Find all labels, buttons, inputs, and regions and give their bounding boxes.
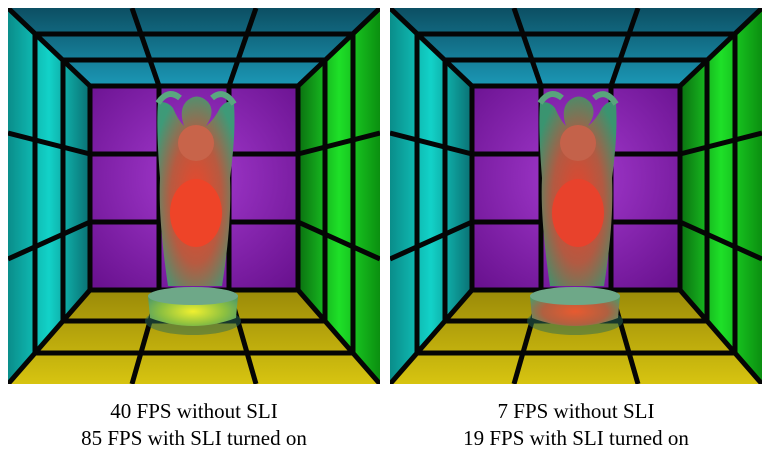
ceiling bbox=[390, 8, 762, 86]
floor bbox=[8, 290, 380, 384]
right-wall bbox=[298, 8, 380, 384]
left-render-image bbox=[8, 8, 380, 384]
right-wall bbox=[680, 8, 762, 384]
left-panel: 40 FPS without SLI 85 FPS with SLI turne… bbox=[8, 8, 380, 452]
buddha-statue bbox=[145, 91, 241, 335]
right-render-image bbox=[390, 8, 762, 384]
floor bbox=[390, 290, 762, 384]
room-grid bbox=[390, 8, 762, 384]
left-wall bbox=[390, 8, 472, 384]
left-caption-line1: 40 FPS without SLI bbox=[110, 399, 278, 423]
right-caption-line1: 7 FPS without SLI bbox=[497, 399, 655, 423]
right-panel: 7 FPS without SLI 19 FPS with SLI turned… bbox=[390, 8, 762, 452]
right-caption-line2: 19 FPS with SLI turned on bbox=[463, 426, 689, 450]
left-caption: 40 FPS without SLI 85 FPS with SLI turne… bbox=[8, 398, 380, 452]
right-caption: 7 FPS without SLI 19 FPS with SLI turned… bbox=[390, 398, 762, 452]
ceiling bbox=[8, 8, 380, 86]
buddha-statue bbox=[527, 91, 623, 335]
left-caption-line2: 85 FPS with SLI turned on bbox=[81, 426, 307, 450]
left-wall bbox=[8, 8, 90, 384]
